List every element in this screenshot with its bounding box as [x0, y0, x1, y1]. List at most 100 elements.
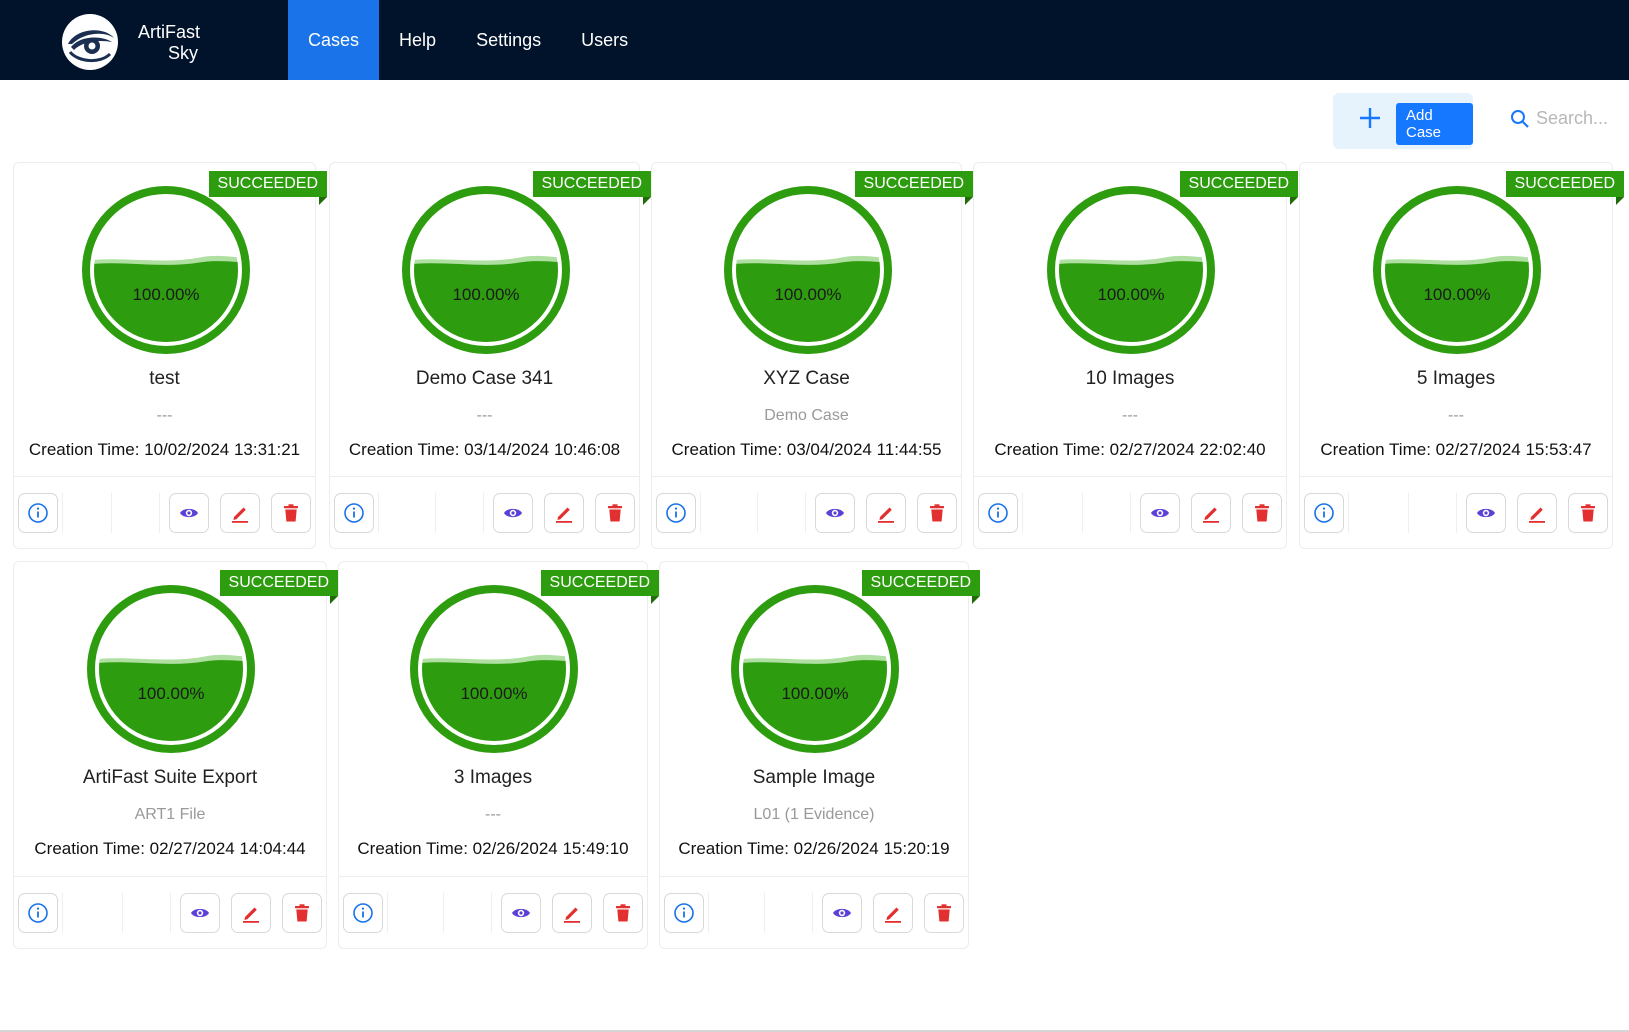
info-icon [27, 902, 49, 924]
info-button[interactable] [343, 893, 383, 933]
add-case-tooltip: Add Case [1396, 103, 1473, 145]
trash-icon [1251, 502, 1273, 524]
nav-tab-help[interactable]: Help [399, 30, 437, 50]
view-button[interactable] [822, 893, 862, 933]
view-button[interactable] [180, 893, 220, 933]
case-description: --- [156, 407, 173, 424]
case-card[interactable]: SUCCEEDED 100.00% 3 Images --- Creation Time… [338, 561, 660, 949]
view-button[interactable] [815, 493, 855, 533]
progress-gauge: 100.00% [730, 584, 900, 754]
edit-button[interactable] [220, 493, 260, 533]
top-navbar: ArtiFast Sky Cases Help Settings Users [0, 0, 1629, 80]
pencil-icon [875, 502, 897, 524]
info-icon [343, 502, 365, 524]
case-description: --- [1448, 407, 1464, 424]
progress-gauge: 100.00% [723, 185, 893, 355]
creation-time: Creation Time: 02/26/2024 15:20:19 [678, 839, 950, 858]
progress-label: 100.00% [137, 684, 205, 703]
edit-button[interactable] [1191, 493, 1231, 533]
info-icon [1313, 502, 1335, 524]
edit-button[interactable] [1517, 493, 1557, 533]
progress-gauge: 100.00% [409, 584, 579, 754]
delete-button[interactable] [271, 493, 311, 533]
action-divider [491, 893, 492, 933]
trash-icon [1577, 502, 1599, 524]
action-divider [1408, 493, 1409, 533]
info-icon [27, 502, 49, 524]
edit-button[interactable] [866, 493, 906, 533]
view-button[interactable] [493, 493, 533, 533]
action-divider [1456, 493, 1457, 533]
case-card[interactable]: SUCCEEDED 100.00% XYZ Case Demo Case Creatio… [651, 162, 974, 549]
delete-button[interactable] [917, 493, 957, 533]
info-button[interactable] [18, 493, 58, 533]
view-button[interactable] [169, 493, 209, 533]
add-case-button[interactable]: Add Case [1333, 93, 1473, 149]
case-card[interactable]: SUCCEEDED 100.00% ArtiFast Suite Export ART… [13, 561, 339, 949]
view-button[interactable] [501, 893, 541, 933]
search-input[interactable] [1536, 108, 1629, 129]
card-actions [652, 476, 961, 548]
delete-button[interactable] [282, 893, 322, 933]
case-description: --- [476, 407, 493, 424]
nav-tab-users[interactable]: Users [581, 30, 629, 50]
edit-button[interactable] [544, 493, 584, 533]
case-card[interactable]: SUCCEEDED 100.00% Sample Image L01 (1 Evide… [659, 561, 981, 949]
info-icon [665, 502, 687, 524]
action-divider [378, 493, 379, 533]
case-card[interactable]: SUCCEEDED 100.00% 5 Images --- Creation Time… [1299, 162, 1625, 549]
status-badge: SUCCEEDED [540, 570, 660, 604]
eye-logo-icon[interactable] [62, 14, 118, 70]
page-divider [0, 1030, 1629, 1032]
creation-time: Creation Time: 03/04/2024 11:44:55 [671, 440, 942, 459]
card-actions [1300, 476, 1612, 548]
view-button[interactable] [1140, 493, 1180, 533]
nav-tab-cases[interactable]: Cases [288, 0, 380, 80]
edit-button[interactable] [873, 893, 913, 933]
status-badge: SUCCEEDED [532, 171, 652, 205]
delete-button[interactable] [1568, 493, 1608, 533]
edit-button[interactable] [552, 893, 592, 933]
delete-button[interactable] [603, 893, 643, 933]
card-actions [660, 876, 968, 948]
case-card[interactable]: SUCCEEDED 100.00% test --- Creation Time: 10… [13, 162, 328, 549]
status-badge: SUCCEEDED [208, 171, 328, 205]
delete-button[interactable] [1242, 493, 1282, 533]
action-divider [122, 893, 123, 933]
card-actions [330, 476, 639, 548]
action-divider [1348, 493, 1349, 533]
case-card[interactable]: SUCCEEDED 100.00% Demo Case 341 --- Creation… [329, 162, 652, 549]
pencil-icon [882, 902, 904, 924]
info-icon [987, 502, 1009, 524]
creation-time: Creation Time: 02/27/2024 22:02:40 [994, 440, 1266, 459]
edit-button[interactable] [231, 893, 271, 933]
case-name: Sample Image [752, 767, 876, 788]
info-button[interactable] [18, 893, 58, 933]
delete-button[interactable] [595, 493, 635, 533]
delete-button[interactable] [924, 893, 964, 933]
progress-gauge: 100.00% [1046, 185, 1216, 355]
view-button[interactable] [1466, 493, 1506, 533]
nav-tab-settings[interactable]: Settings [476, 30, 542, 50]
info-button[interactable] [1304, 493, 1344, 533]
case-card[interactable]: SUCCEEDED 100.00% 10 Images --- Creation Tim… [973, 162, 1299, 549]
creation-time: Creation Time: 10/02/2024 13:31:21 [28, 440, 301, 459]
info-button[interactable] [334, 493, 374, 533]
info-button[interactable] [664, 893, 704, 933]
search-icon[interactable] [1510, 109, 1530, 129]
card-actions [974, 476, 1286, 548]
progress-gauge: 100.00% [401, 185, 571, 355]
eye-icon [189, 902, 211, 924]
info-icon [352, 902, 374, 924]
brand-name: ArtiFast Sky [138, 22, 200, 64]
eye-icon [824, 502, 846, 524]
info-button[interactable] [978, 493, 1018, 533]
trash-icon [604, 502, 626, 524]
pencil-icon [240, 902, 262, 924]
case-description: ART1 File [134, 806, 206, 823]
action-divider [387, 893, 388, 933]
info-button[interactable] [656, 493, 696, 533]
action-divider [111, 493, 112, 533]
case-description: L01 (1 Evidence) [753, 806, 875, 823]
eye-icon [1475, 502, 1497, 524]
